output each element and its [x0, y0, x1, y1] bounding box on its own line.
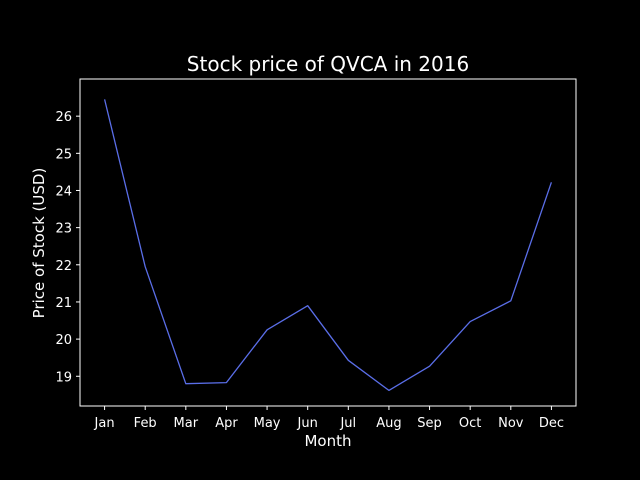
- x-tick-label: Jan: [94, 416, 115, 431]
- y-tick-label: 26: [55, 110, 72, 125]
- x-tick-label: May: [254, 416, 281, 431]
- x-tick-label: Sep: [417, 416, 442, 431]
- series-lines: [103, 99, 553, 392]
- y-axis-ticks: 19 20 21 22 23 24 25 26: [55, 110, 80, 385]
- x-tick-label: Jul: [339, 416, 356, 431]
- y-tick-label: 21: [55, 296, 72, 311]
- x-tick-label: Mar: [174, 416, 199, 431]
- y-axis-label: Price of Stock (USD): [30, 168, 48, 319]
- x-axis-ticks: Jan Feb Mar Apr May Jun Jul Aug Sep Oct Nov Dec: [94, 406, 564, 431]
- x-tick-label: Jun: [297, 416, 318, 431]
- price-series-line: [103, 99, 553, 392]
- chart-title: Stock price of QVCA in 2016: [187, 52, 469, 76]
- y-tick-label: 19: [55, 370, 72, 385]
- x-tick-label: Aug: [376, 416, 401, 431]
- y-tick-label: 25: [55, 147, 72, 162]
- x-tick-label: Apr: [215, 416, 238, 431]
- x-tick-label: Dec: [539, 416, 564, 431]
- plot-area-frame: [79, 78, 577, 407]
- x-tick-label: Feb: [134, 416, 157, 431]
- x-tick-label: Oct: [459, 416, 481, 431]
- y-tick-label: 22: [55, 259, 72, 274]
- x-tick-label: Nov: [498, 416, 524, 431]
- y-tick-label: 24: [55, 184, 72, 199]
- y-tick-label: 23: [55, 222, 72, 237]
- x-axis-label: Month: [304, 432, 351, 450]
- y-tick-label: 20: [55, 333, 72, 348]
